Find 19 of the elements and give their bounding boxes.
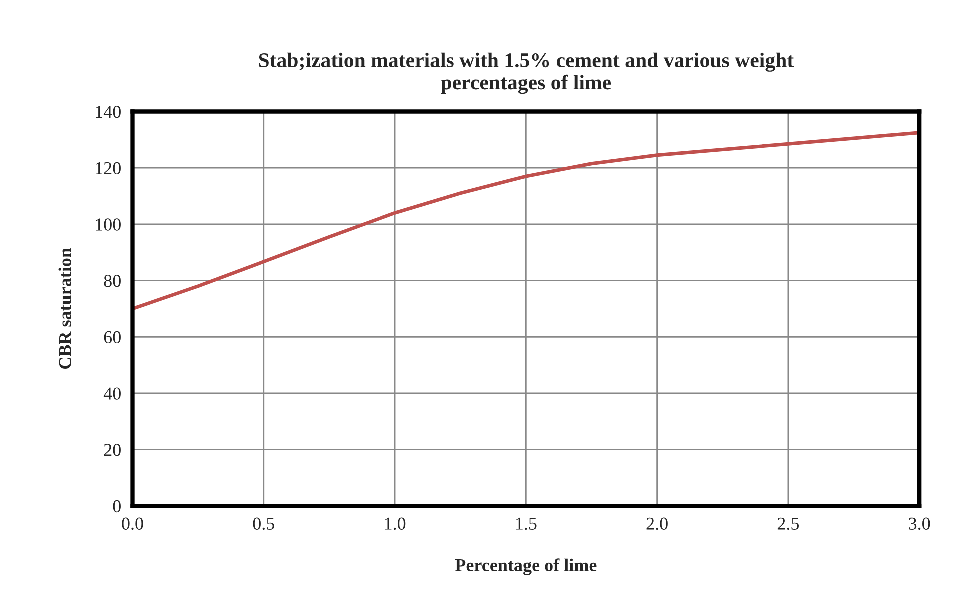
x-tick-label: 3.0 — [909, 518, 930, 530]
y-tick-label: 40 — [104, 388, 121, 400]
y-axis-title: CBR saturation — [58, 248, 72, 370]
x-tick-label: 2.5 — [778, 518, 800, 530]
y-tick-label: 0 — [113, 500, 121, 513]
x-tick-label: 1.5 — [516, 518, 537, 530]
chart-title: Stab;ization materials with 1.5% cement and various weight percentages of lime — [259, 52, 794, 94]
x-axis-title: Percentage of lime — [455, 558, 597, 576]
y-tick-label: 80 — [104, 275, 121, 288]
x-tick-label: 0.0 — [122, 518, 144, 530]
x-tick-label: 2.0 — [646, 518, 668, 530]
y-tick-label: 60 — [104, 331, 121, 344]
y-tick-label: 140 — [96, 106, 121, 118]
y-tick-label: 100 — [96, 218, 121, 231]
y-tick-label: 20 — [104, 444, 121, 456]
x-tick-label: 1.0 — [385, 518, 406, 530]
x-tick-label: 0.5 — [253, 518, 274, 530]
y-tick-label: 120 — [96, 162, 121, 175]
line-series — [132, 131, 920, 311]
